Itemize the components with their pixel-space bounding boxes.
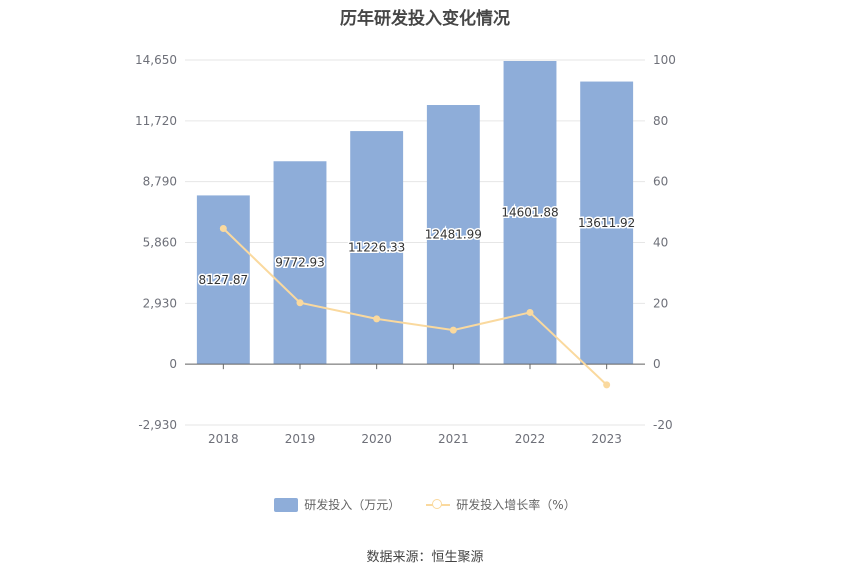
y-right-tick-label: 0 — [653, 357, 661, 371]
bar-data-label: 12481.99 — [425, 228, 482, 242]
y-left-tick-label: 14,650 — [135, 53, 177, 67]
y-left-tick-label: 11,720 — [135, 114, 177, 128]
y-left-tick-label: 0 — [169, 357, 177, 371]
bar — [580, 81, 634, 365]
y-right-tick-label: 60 — [653, 175, 668, 189]
bar-data-label: 11226.33 — [348, 241, 405, 255]
x-tick-label: 2020 — [361, 432, 392, 446]
growth-point — [373, 315, 381, 323]
bar-data-label: 8127.87 — [199, 273, 249, 287]
chart-title: 历年研发投入变化情况 — [340, 9, 510, 29]
growth-point — [526, 308, 534, 316]
bar — [426, 105, 480, 365]
y-right-tick-label: -20 — [653, 418, 673, 432]
growth-point — [449, 326, 457, 334]
y-left-tick-label: 8,790 — [143, 175, 177, 189]
legend-label-bar: 研发投入（万元） — [304, 498, 401, 512]
x-tick-label: 2019 — [285, 432, 316, 446]
growth-point — [603, 381, 611, 389]
legend-swatch-bar — [274, 497, 299, 512]
y-right-tick-label: 100 — [653, 53, 676, 67]
y-left-tick-label: 5,860 — [143, 236, 177, 250]
legend-item-bar[interactable]: 研发投入（万元） — [274, 496, 400, 513]
bar — [196, 195, 250, 365]
growth-point — [219, 225, 227, 233]
x-tick-label: 2023 — [591, 432, 622, 446]
legend-label-line: 研发投入增长率（%） — [456, 498, 576, 512]
x-tick-label: 2021 — [438, 432, 469, 446]
bar-data-label: 14601.88 — [501, 206, 558, 220]
y-right-tick-label: 80 — [653, 114, 668, 128]
legend-item-line[interactable]: 研发投入增长率（%） — [426, 496, 576, 513]
source-note: 数据来源：恒生聚源 — [366, 550, 484, 565]
growth-point — [296, 299, 304, 307]
legend: 研发投入（万元） 研发投入增长率（%） — [0, 496, 850, 513]
y-left-tick-label: -2,930 — [138, 418, 177, 432]
legend-swatch-line — [426, 498, 451, 512]
x-tick-label: 2022 — [515, 432, 546, 446]
y-right-tick-label: 20 — [653, 296, 668, 310]
bar-data-label: 13611.92 — [578, 216, 635, 230]
bar — [350, 131, 404, 365]
growth-line — [222, 227, 608, 386]
x-tick-label: 2018 — [208, 432, 239, 446]
bar-data-label: 9772.93 — [275, 256, 325, 270]
y-left-tick-label: 2,930 — [143, 296, 177, 310]
y-right-tick-label: 40 — [653, 236, 668, 250]
bar — [273, 161, 327, 365]
